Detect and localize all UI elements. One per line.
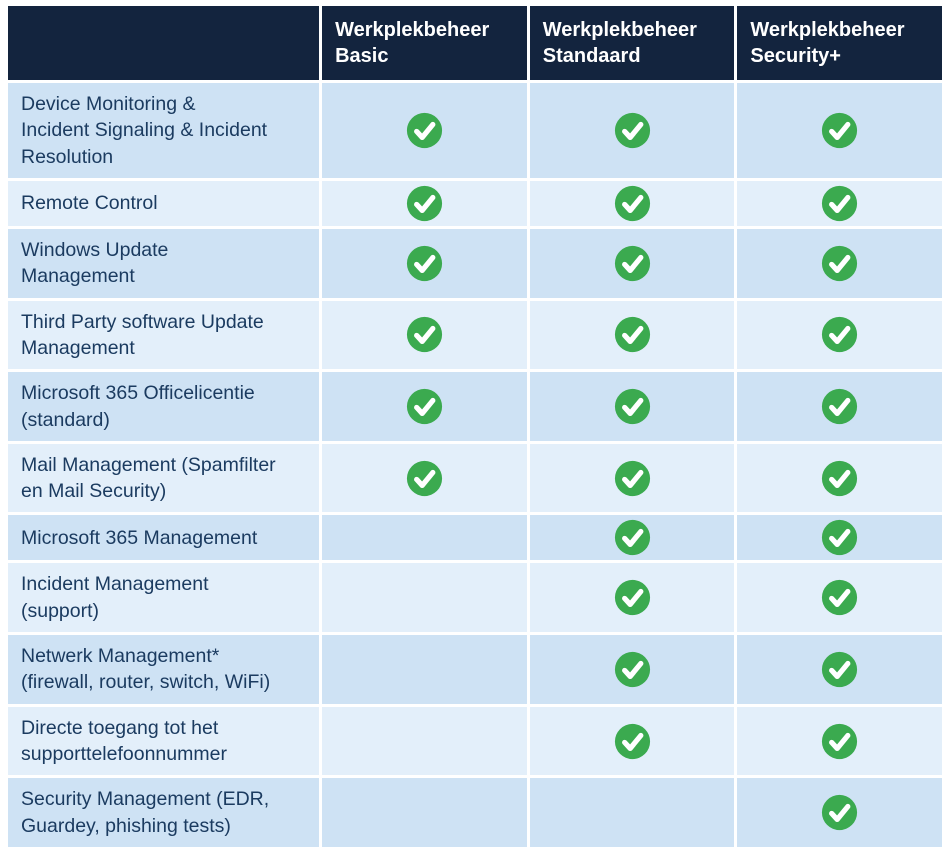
table-row: Security Management (EDR, Guardey, phish… bbox=[8, 778, 942, 847]
plan-cell-included bbox=[737, 778, 942, 847]
feature-label: Microsoft 365 Officelicentie (standard) bbox=[8, 372, 320, 441]
plan-cell-included bbox=[529, 180, 735, 226]
feature-label: Netwerk Management* (firewall, router, s… bbox=[8, 635, 320, 704]
feature-comparison-table: Werkplekbeheer Basic Werkplekbeheer Stan… bbox=[5, 3, 945, 850]
plan-cell-empty bbox=[322, 635, 527, 704]
plan-cell-included bbox=[529, 443, 735, 513]
header-plan-basic: Werkplekbeheer Basic bbox=[322, 6, 527, 80]
plan-cell-included bbox=[737, 83, 942, 178]
plan-cell-included bbox=[737, 443, 942, 513]
table-body: Device Monitoring & Incident Signaling &… bbox=[8, 83, 942, 847]
check-circle-icon bbox=[614, 185, 650, 222]
table-row: Device Monitoring & Incident Signaling &… bbox=[8, 83, 942, 178]
check-circle-icon bbox=[822, 580, 858, 616]
check-circle-icon bbox=[822, 651, 858, 687]
feature-label: Incident Management (support) bbox=[8, 563, 320, 633]
plan-cell-included bbox=[322, 180, 527, 226]
plan-cell-included bbox=[322, 443, 527, 513]
header-plan-security-plus: Werkplekbeheer Security+ bbox=[737, 6, 942, 80]
plan-cell-empty bbox=[322, 778, 527, 847]
feature-label: Windows Update Management bbox=[8, 228, 320, 298]
table-row: Incident Management (support) bbox=[8, 563, 942, 633]
check-circle-icon bbox=[406, 245, 442, 281]
plan-cell-included bbox=[737, 706, 942, 776]
check-circle-icon bbox=[822, 185, 858, 222]
check-circle-icon bbox=[822, 317, 858, 353]
plan-cell-included bbox=[322, 372, 527, 441]
check-circle-icon bbox=[822, 723, 858, 759]
plan-cell-included bbox=[737, 300, 942, 370]
check-circle-icon bbox=[822, 795, 858, 831]
plan-cell-empty bbox=[529, 778, 735, 847]
plan-cell-empty bbox=[322, 706, 527, 776]
check-circle-icon bbox=[406, 317, 442, 353]
table-row: Windows Update Management bbox=[8, 228, 942, 298]
feature-label: Device Monitoring & Incident Signaling &… bbox=[8, 83, 320, 178]
table-row: Microsoft 365 Management bbox=[8, 515, 942, 561]
table-row: Microsoft 365 Officelicentie (standard) bbox=[8, 372, 942, 441]
check-circle-icon bbox=[614, 580, 650, 616]
table-row: Directe toegang tot het supporttelefoonn… bbox=[8, 706, 942, 776]
check-circle-icon bbox=[614, 723, 650, 759]
plan-cell-empty bbox=[322, 563, 527, 633]
table-header: Werkplekbeheer Basic Werkplekbeheer Stan… bbox=[8, 6, 942, 80]
check-circle-icon bbox=[614, 388, 650, 425]
plan-cell-included bbox=[737, 180, 942, 226]
feature-label: Remote Control bbox=[8, 180, 320, 226]
plan-cell-included bbox=[529, 563, 735, 633]
table-row: Mail Management (Spamfilter en Mail Secu… bbox=[8, 443, 942, 513]
feature-label: Mail Management (Spamfilter en Mail Secu… bbox=[8, 443, 320, 513]
plan-cell-included bbox=[529, 515, 735, 561]
check-circle-icon bbox=[822, 520, 858, 556]
header-corner-cell bbox=[8, 6, 320, 80]
check-circle-icon bbox=[614, 112, 650, 149]
check-circle-icon bbox=[822, 388, 858, 425]
table-row: Third Party software Update Management bbox=[8, 300, 942, 370]
check-circle-icon bbox=[614, 317, 650, 353]
check-circle-icon bbox=[822, 112, 858, 149]
plan-cell-included bbox=[737, 228, 942, 298]
plan-cell-empty bbox=[322, 515, 527, 561]
header-plan-standaard: Werkplekbeheer Standaard bbox=[529, 6, 735, 80]
plan-cell-included bbox=[737, 515, 942, 561]
plan-cell-included bbox=[737, 635, 942, 704]
plan-cell-included bbox=[529, 372, 735, 441]
header-row: Werkplekbeheer Basic Werkplekbeheer Stan… bbox=[8, 6, 942, 80]
check-circle-icon bbox=[822, 460, 858, 496]
plan-cell-included bbox=[529, 706, 735, 776]
plan-cell-included bbox=[322, 228, 527, 298]
check-circle-icon bbox=[614, 651, 650, 687]
table-row: Remote Control bbox=[8, 180, 942, 226]
plan-cell-included bbox=[322, 83, 527, 178]
check-circle-icon bbox=[406, 460, 442, 496]
plan-cell-included bbox=[322, 300, 527, 370]
plan-cell-included bbox=[529, 83, 735, 178]
check-circle-icon bbox=[614, 520, 650, 556]
check-circle-icon bbox=[406, 185, 442, 222]
check-circle-icon bbox=[822, 245, 858, 281]
plan-cell-included bbox=[737, 372, 942, 441]
check-circle-icon bbox=[406, 388, 442, 425]
plan-cell-included bbox=[737, 563, 942, 633]
feature-label: Directe toegang tot het supporttelefoonn… bbox=[8, 706, 320, 776]
table-row: Netwerk Management* (firewall, router, s… bbox=[8, 635, 942, 704]
check-circle-icon bbox=[614, 245, 650, 281]
plan-cell-included bbox=[529, 635, 735, 704]
check-circle-icon bbox=[614, 460, 650, 496]
plan-cell-included bbox=[529, 228, 735, 298]
feature-label: Security Management (EDR, Guardey, phish… bbox=[8, 778, 320, 847]
feature-label: Third Party software Update Management bbox=[8, 300, 320, 370]
plan-cell-included bbox=[529, 300, 735, 370]
check-circle-icon bbox=[406, 112, 442, 149]
feature-label: Microsoft 365 Management bbox=[8, 515, 320, 561]
